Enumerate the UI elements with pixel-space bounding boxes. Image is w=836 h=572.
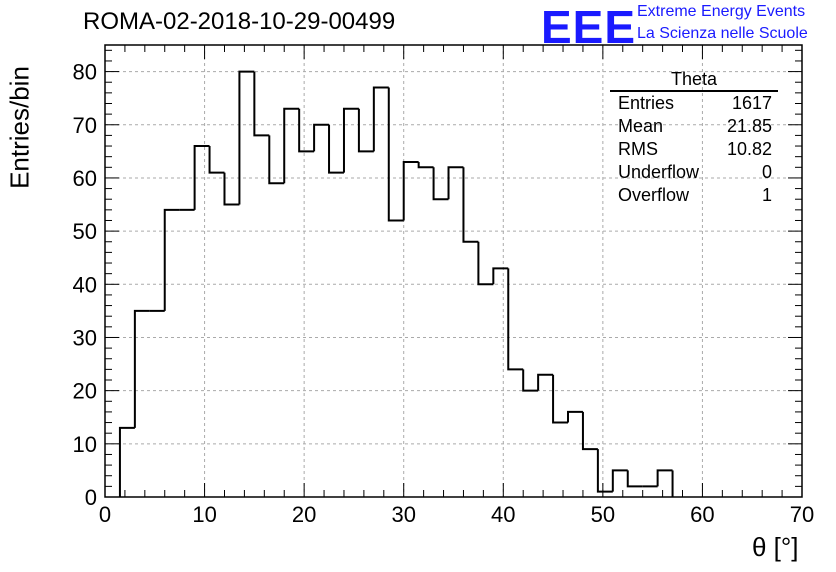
- stats-box: Theta Entries 1617 Mean 21.85 RMS 10.82 …: [610, 68, 778, 207]
- histogram-bin: [462, 167, 479, 243]
- grid: [105, 45, 802, 497]
- histogram-bin: [507, 268, 524, 371]
- axes: [104, 44, 803, 498]
- histogram-bin: [328, 124, 344, 174]
- x-tick-label: 30: [391, 502, 415, 527]
- histogram-bin: [581, 411, 598, 451]
- y-tick-label: 50: [73, 219, 97, 244]
- histogram-bin: [268, 135, 285, 185]
- histogram-bin: [313, 123, 330, 152]
- histogram-bin: [208, 146, 225, 174]
- histogram-bin: [656, 469, 673, 487]
- histogram-bin: [283, 107, 300, 184]
- x-tick-label: 10: [192, 502, 216, 527]
- x-tick-label: 70: [790, 502, 814, 527]
- stats-label: Entries: [618, 93, 675, 113]
- stats-value: 1617: [731, 93, 772, 113]
- y-tick-label: 30: [73, 325, 97, 350]
- stats-label: RMS: [618, 139, 658, 159]
- eee-logo: EEE: [541, 1, 637, 53]
- chart-title: ROMA-02-2018-10-29-00499: [83, 8, 396, 35]
- stats-row-entries: Entries 1617: [610, 92, 778, 115]
- histogram-bin: [253, 71, 270, 137]
- stats-title: Theta: [610, 68, 778, 92]
- y-tick-label: 10: [73, 432, 97, 457]
- histogram-bin: [492, 267, 509, 285]
- stats-row-underflow: Underflow 0: [610, 161, 778, 184]
- stats-label: Overflow: [618, 185, 690, 205]
- histogram-bin: [522, 369, 539, 392]
- x-tick-label: 20: [292, 502, 316, 527]
- stats-row-rms: RMS 10.82: [610, 138, 778, 161]
- stats-value: 1: [761, 185, 772, 205]
- x-tick-label: 50: [591, 502, 615, 527]
- stats-row-overflow: Overflow 1: [610, 184, 778, 207]
- logo-line-2: La Scienza nelle Scuole: [637, 25, 808, 42]
- histogram-bin: [626, 470, 643, 488]
- stats-row-mean: Mean 21.85: [610, 115, 778, 138]
- y-tick-label: 40: [73, 272, 97, 297]
- y-tick-label: 70: [73, 113, 97, 138]
- histogram-bin: [447, 166, 464, 200]
- stats-label: Underflow: [618, 162, 700, 182]
- histogram-bin: [552, 374, 569, 424]
- y-tick-label: 80: [73, 60, 97, 85]
- histogram-bin: [223, 172, 240, 206]
- histogram-bin: [357, 108, 374, 153]
- histogram-bin: [342, 107, 359, 173]
- x-tick-label: 60: [690, 502, 714, 527]
- histogram-bin: [238, 70, 255, 205]
- histogram-bin: [372, 86, 389, 152]
- stats-value: 21.85: [726, 116, 772, 136]
- histogram-bin: [118, 426, 135, 497]
- histogram-bin: [163, 208, 180, 311]
- histogram-bin: [193, 145, 210, 210]
- histogram-bin: [596, 449, 613, 493]
- histogram-bin: [432, 167, 449, 201]
- x-tick-label: 40: [491, 502, 515, 527]
- logo-line-1: Extreme Energy Events: [637, 3, 806, 20]
- histogram-bin: [298, 108, 315, 153]
- histogram-bin: [567, 410, 583, 423]
- stats-label: Mean: [618, 116, 664, 136]
- stats-value: 0: [761, 162, 772, 182]
- y-tick-label: 20: [73, 379, 97, 404]
- x-tick-label: 0: [99, 502, 111, 527]
- histogram-series: [118, 70, 674, 497]
- histogram-bin: [611, 469, 628, 492]
- stats-value: 10.82: [726, 139, 772, 159]
- plot-frame: [104, 44, 803, 498]
- y-tick-label: 0: [85, 485, 97, 510]
- x-axis-label: θ [°]: [752, 532, 799, 562]
- histogram-bin: [402, 160, 419, 221]
- histogram-bin: [133, 309, 150, 428]
- y-tick-label: 60: [73, 166, 97, 191]
- histogram-bin: [387, 87, 404, 222]
- histogram-bin: [537, 373, 554, 391]
- y-axis-label: Entries/bin: [4, 66, 35, 189]
- histogram-bin: [477, 241, 494, 286]
- histogram-bin: [417, 161, 434, 169]
